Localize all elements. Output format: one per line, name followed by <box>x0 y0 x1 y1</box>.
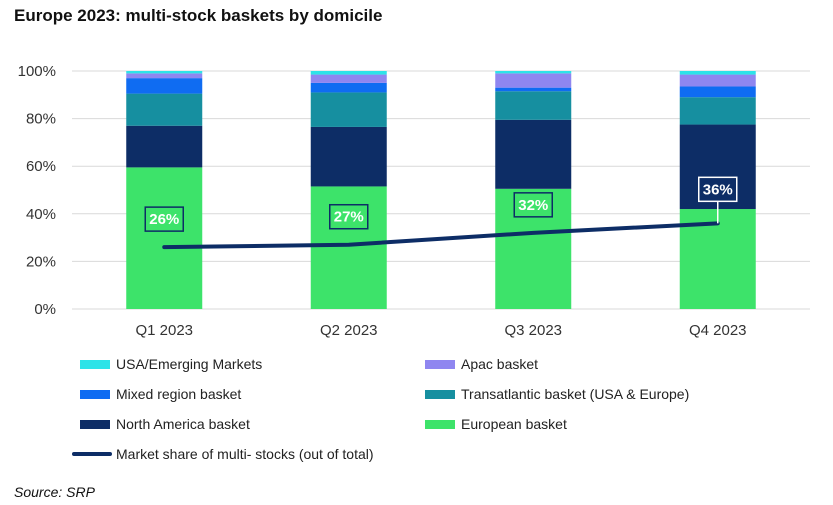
legend-label: Transatlantic basket (USA & Europe) <box>461 386 690 402</box>
legend-label: North America basket <box>116 416 250 432</box>
legend-item: Mixed region basket <box>80 386 241 402</box>
legend-swatch <box>425 419 455 429</box>
legend-label: Market share of multi- stocks (out of to… <box>116 446 374 462</box>
bar-segment <box>495 87 572 92</box>
bar-segment <box>310 74 387 83</box>
data-label: 27% <box>334 209 364 226</box>
x-tick-label: Q4 2023 <box>689 322 747 339</box>
line-series <box>162 221 720 250</box>
data-label-box <box>329 203 369 230</box>
legend-swatch <box>72 452 112 456</box>
data-label: 32% <box>518 197 548 214</box>
data-label: 26% <box>149 211 179 228</box>
legend-item: Apac basket <box>425 356 538 372</box>
x-tick-label: Q1 2023 <box>135 322 193 339</box>
chart-title: Europe 2023: multi-stock baskets by domi… <box>14 6 383 25</box>
source-note: Source: SRP <box>14 484 95 500</box>
legend-swatch <box>425 359 455 369</box>
y-tick-label: 0% <box>34 301 56 318</box>
legend-item: European basket <box>425 416 567 432</box>
bar-segment <box>310 92 387 127</box>
bar-segment <box>126 167 203 309</box>
legend-swatch <box>80 359 110 369</box>
y-tick-label: 80% <box>26 111 56 128</box>
y-tick-label: 100% <box>18 63 56 80</box>
legend-label: European basket <box>461 416 567 432</box>
legend-label: Apac basket <box>461 356 539 372</box>
x-tick-label: Q2 2023 <box>320 322 378 339</box>
y-tick-label: 20% <box>26 253 56 270</box>
bar-segment <box>679 86 756 98</box>
bar-segment <box>495 91 572 120</box>
stacked-bar-chart: 0% 20% 40% 60% 80% 100% Q1 2023 Q2 2023 Q3 2023 Q… <box>18 63 810 339</box>
legend-swatch <box>425 389 455 399</box>
bar-segment <box>495 71 572 74</box>
legend-item: Market share of multi- stocks (out of to… <box>72 446 374 462</box>
data-label-box <box>144 206 184 232</box>
legend-item: USA/Emerging Markets <box>80 356 262 372</box>
legend-swatch <box>80 389 110 399</box>
x-tick-label: Q3 2023 <box>504 322 562 339</box>
legend-item: Transatlantic basket (USA & Europe) <box>425 386 689 402</box>
legend-item: North America basket <box>80 416 250 432</box>
data-label-box <box>698 176 738 203</box>
bar-segment <box>126 125 203 168</box>
bar-segment <box>679 74 756 87</box>
data-label: 36% <box>703 181 733 198</box>
legend-label: Mixed region basket <box>116 386 242 402</box>
legend-label: USA/Emerging Markets <box>116 356 263 372</box>
bar-segment <box>310 71 387 75</box>
bar-segment <box>126 73 203 79</box>
legend-swatch <box>80 419 110 429</box>
bar-segment <box>126 71 203 74</box>
bar-segment <box>495 119 572 189</box>
bar-segment <box>679 97 756 125</box>
y-tick-label: 60% <box>26 158 56 175</box>
bar-segment <box>495 188 572 309</box>
bar-segment <box>126 93 203 126</box>
bar-segment <box>679 71 756 75</box>
bar-segment <box>310 126 387 187</box>
data-label-box <box>513 192 553 218</box>
bar-segment <box>310 186 387 309</box>
bar-segment <box>310 82 387 93</box>
y-tick-label: 40% <box>26 206 56 223</box>
bar-segment <box>126 78 203 94</box>
bar-segment <box>495 73 572 88</box>
